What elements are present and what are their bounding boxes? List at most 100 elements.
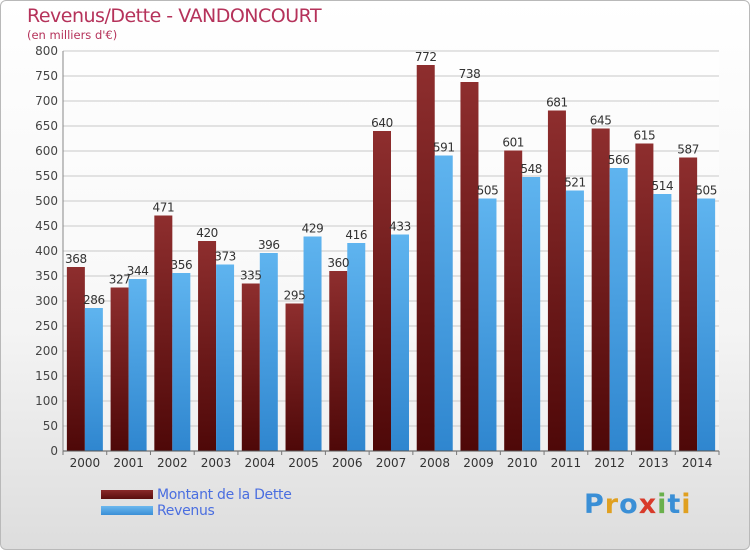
data-label-debt: 587	[677, 143, 699, 157]
bar-debt	[373, 131, 391, 451]
data-label-revenus: 521	[564, 176, 586, 190]
bar-debt	[504, 150, 523, 451]
y-tick-label: 100	[35, 394, 58, 408]
x-tick-label: 2004	[245, 456, 276, 470]
bar-revenus	[303, 236, 322, 451]
data-label-debt: 681	[546, 96, 568, 110]
data-label-debt: 640	[371, 116, 393, 130]
x-tick-label: 2014	[682, 456, 713, 470]
x-tick-label: 2006	[332, 456, 363, 470]
x-tick-label: 2002	[157, 456, 188, 470]
x-tick-label: 2005	[288, 456, 319, 470]
bar-debt	[329, 271, 348, 451]
y-tick-label: 150	[35, 369, 58, 383]
x-tick-label: 2012	[594, 456, 625, 470]
bar-debt	[110, 287, 129, 451]
data-label-debt: 360	[327, 256, 349, 270]
bar-revenus	[391, 234, 409, 451]
data-label-debt: 335	[240, 269, 262, 283]
x-tick-label: 2013	[638, 456, 669, 470]
bar-revenus	[522, 177, 541, 451]
bar-debt	[66, 267, 85, 451]
y-tick-label: 350	[35, 269, 58, 283]
legend-swatch-debt	[101, 490, 153, 499]
logo-letter: i	[681, 489, 692, 520]
data-label-revenus: 429	[302, 222, 324, 236]
bar-revenus	[653, 194, 672, 451]
bar-revenus	[128, 279, 147, 451]
bar-revenus	[216, 264, 235, 451]
data-label-debt: 772	[415, 50, 437, 64]
bar-debt	[547, 110, 566, 451]
y-tick-label: 600	[35, 144, 58, 158]
x-tick-label: 2007	[376, 456, 407, 470]
y-tick-label: 800	[35, 44, 58, 58]
bar-revenus	[259, 253, 278, 451]
y-tick-label: 250	[35, 319, 58, 333]
data-label-debt: 645	[590, 114, 612, 128]
x-tick-label: 2000	[70, 456, 101, 470]
data-label-debt: 420	[196, 226, 218, 240]
chart-subtitle: (en milliers d'€)	[27, 28, 118, 42]
x-tick-label: 2009	[463, 456, 494, 470]
bar-revenus	[478, 198, 497, 451]
bar-debt	[460, 82, 479, 451]
y-tick-label: 500	[35, 194, 58, 208]
x-tick-label: 2003	[201, 456, 232, 470]
bars	[66, 65, 716, 451]
axes: 0 50 100 150 200 250 300 350 400 450 500 550 600 650 7…	[35, 44, 720, 470]
data-label-debt: 327	[109, 273, 131, 287]
data-label-revenus: 373	[214, 250, 236, 264]
y-tick-label: 450	[35, 219, 58, 233]
x-tick-label: 2008	[419, 456, 450, 470]
logo-letter: i	[657, 489, 668, 520]
logo-letter: t	[667, 489, 682, 520]
y-tick-label: 0	[50, 444, 58, 458]
y-tick-label: 650	[35, 119, 58, 133]
logo-letter: o	[619, 489, 639, 520]
proxiti-logo: Proxiti	[584, 489, 692, 520]
data-label-revenus: 344	[127, 264, 149, 278]
bar-revenus	[84, 308, 103, 451]
data-label-revenus: 416	[345, 228, 367, 242]
y-tick-label: 200	[35, 344, 58, 358]
data-label-debt: 295	[284, 289, 306, 303]
bar-debt	[154, 215, 173, 451]
y-tick-label: 300	[35, 294, 58, 308]
bar-debt	[635, 143, 654, 451]
bar-revenus	[697, 198, 716, 451]
bar-revenus	[434, 155, 453, 451]
logo-letter: r	[604, 489, 620, 520]
x-tick-label: 2001	[113, 456, 144, 470]
y-tick-label: 400	[35, 244, 58, 258]
bar-revenus	[172, 273, 191, 451]
bar-revenus	[347, 243, 366, 451]
data-label-revenus: 505	[477, 184, 499, 198]
bar-debt	[416, 65, 435, 451]
y-tick-label: 750	[35, 69, 58, 83]
data-label-revenus: 514	[652, 179, 674, 193]
logo-letter: x	[638, 489, 658, 520]
y-tick-label: 50	[43, 419, 58, 433]
logo-letter: P	[584, 489, 605, 520]
bar-debt	[591, 128, 610, 451]
data-label-debt: 368	[65, 252, 87, 266]
y-tick-label: 700	[35, 94, 58, 108]
data-label-revenus: 286	[83, 293, 105, 307]
x-tick-label: 2011	[551, 456, 582, 470]
data-label-revenus: 566	[608, 153, 630, 167]
bar-revenus	[609, 168, 628, 451]
data-label-revenus: 505	[695, 184, 717, 198]
data-label-debt: 615	[634, 129, 656, 143]
data-label-revenus: 548	[520, 162, 542, 176]
chart-title: Revenus/Dette - VANDONCOURT	[27, 5, 322, 27]
x-tick-label: 2010	[507, 456, 538, 470]
y-tick-label: 550	[35, 169, 58, 183]
bar-debt	[198, 241, 217, 451]
data-label-debt: 471	[152, 201, 174, 215]
data-label-revenus: 591	[433, 141, 455, 155]
data-label-debt: 738	[459, 67, 481, 81]
